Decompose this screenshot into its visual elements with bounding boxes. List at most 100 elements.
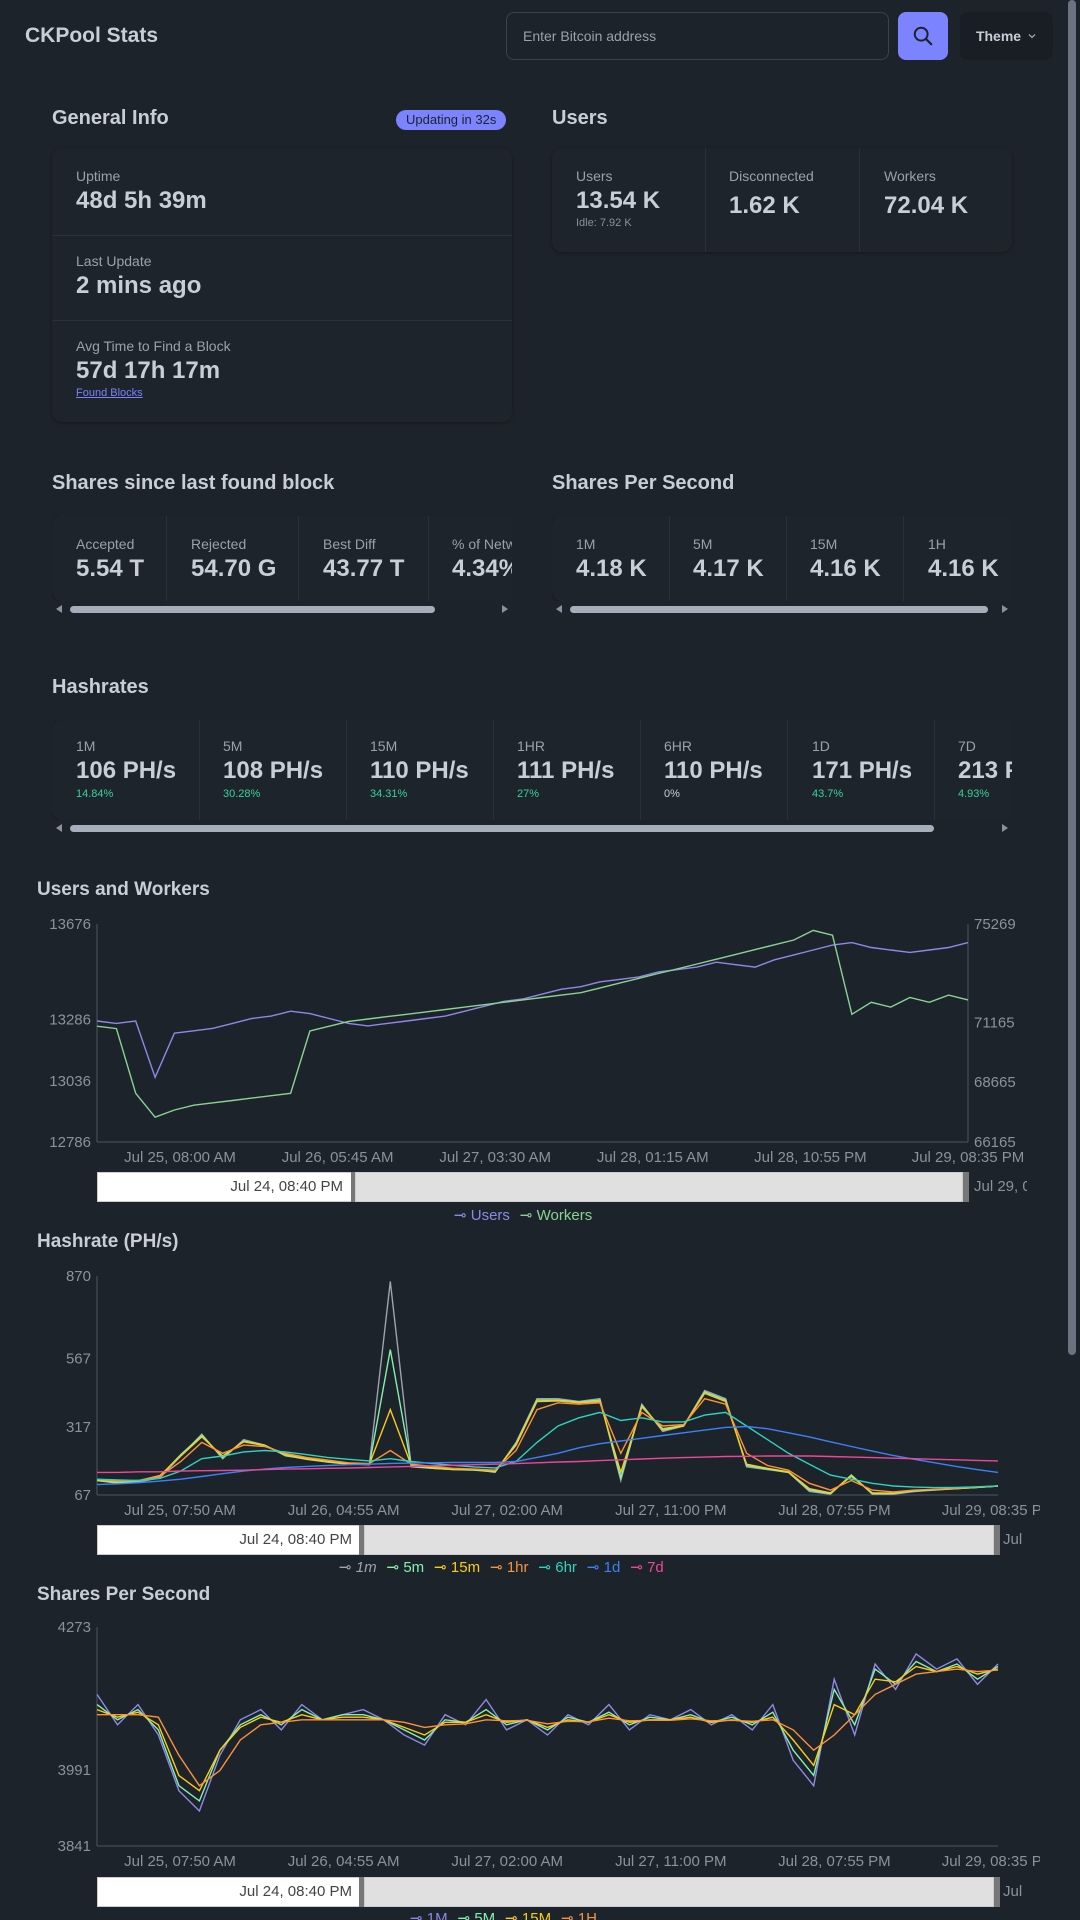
series-line-workers <box>96 929 969 1119</box>
general-info-card: Uptime 48d 5h 39m Last Update 2 mins ago… <box>52 148 512 422</box>
y-tick-label: 13286 <box>49 1012 91 1029</box>
divider <box>199 720 200 820</box>
scroll-thumb[interactable] <box>70 606 435 613</box>
legend-1hr[interactable]: ⊸ 1hr <box>490 1559 529 1576</box>
y-tick-label: 870 <box>66 1268 91 1285</box>
stat-value: 5.54 T <box>76 555 145 582</box>
stat-value: 4.16 K <box>810 555 881 582</box>
avg-time-value: 57d 17h 17m <box>76 357 221 384</box>
range-track[interactable] <box>364 1877 994 1907</box>
shares-since-title: Shares since last found block <box>52 472 335 494</box>
stat-label: 1H <box>928 536 946 552</box>
y-tick-label: 67 <box>74 1487 91 1504</box>
hashrates-scrollbar[interactable] <box>52 822 1012 834</box>
hashrate-range-slider[interactable]: Jul 24, 08:40 PM Jul 2 <box>97 1525 1027 1555</box>
sps-range-slider[interactable]: Jul 24, 08:40 PM Jul <box>97 1877 1027 1907</box>
legend-15m[interactable]: ⊸ 15m <box>434 1559 481 1576</box>
found-blocks-link[interactable]: Found Blocks <box>76 387 143 399</box>
scroll-right-icon[interactable] <box>1002 605 1008 613</box>
search-input[interactable] <box>506 12 889 60</box>
sps-scrollbar[interactable] <box>552 603 1012 615</box>
legend-workers[interactable]: ⊸ Workers <box>519 1207 593 1224</box>
divider <box>786 516 787 601</box>
range-handle-left[interactable] <box>351 1172 357 1202</box>
y-tick-label: 567 <box>66 1351 91 1368</box>
scroll-left-icon[interactable] <box>56 824 62 832</box>
theme-label: Theme <box>975 28 1022 44</box>
stat-pct: 30.28% <box>223 788 261 800</box>
y-tick-label: 3841 <box>58 1838 91 1855</box>
range-track[interactable] <box>364 1525 994 1555</box>
y-right-tick-label: 71165 <box>974 1014 1015 1031</box>
x-tick-label: Jul 26, 04:55 AM <box>288 1502 400 1519</box>
scroll-right-icon[interactable] <box>1002 824 1008 832</box>
stat-value: 43.77 T <box>323 555 405 582</box>
y-tick-label: 317 <box>66 1419 91 1436</box>
legend-7d[interactable]: ⊸ 7d <box>630 1559 664 1576</box>
legend-1m[interactable]: ⊸ 1M <box>410 1910 448 1920</box>
stat-label: Accepted <box>76 536 135 552</box>
sps-15m-stat: 15M 4.16 K <box>810 536 881 583</box>
page-scrollbar[interactable] <box>1068 0 1076 1355</box>
scroll-thumb[interactable] <box>570 606 988 613</box>
legend-1d[interactable]: ⊸ 1d <box>586 1559 621 1576</box>
legend-1m[interactable]: ⊸ 1m <box>339 1559 377 1576</box>
legend-5m[interactable]: ⊸ 5M <box>457 1910 496 1920</box>
scroll-right-icon[interactable] <box>502 605 508 613</box>
users-workers-chart-title: Users and Workers <box>37 879 210 900</box>
best-diff-stat: Best Diff 43.77 T <box>323 536 404 583</box>
avg-time-label: Avg Time to Find a Block <box>76 338 231 354</box>
y-right-tick-label: 66165 <box>974 1134 1016 1151</box>
x-tick-label: Jul 27, 02:00 AM <box>451 1853 563 1870</box>
sps-chart[interactable]: 4273 3991 3841 Jul 25, 07:50 AM Jul 26, 04:5… <box>0 1614 1040 1876</box>
series-line-15m <box>96 1392 999 1494</box>
sps-1h-stat: 1H 4.16 K <box>928 536 999 583</box>
scroll-left-icon[interactable] <box>556 605 562 613</box>
uptime-value: 48d 5h 39m <box>76 187 207 214</box>
range-track[interactable] <box>355 1172 963 1202</box>
hashrate-chart[interactable]: 870 567 317 67 Jul 25, 07:50 AM Jul 26, 04:55… <box>0 1262 1040 1524</box>
legend-5m[interactable]: ⊸ 5m <box>386 1559 425 1576</box>
range-handle-left[interactable] <box>359 1877 365 1907</box>
legend-label: Workers <box>536 1207 593 1224</box>
stat-value: 4.34% <box>452 555 512 582</box>
divider <box>934 720 935 820</box>
x-tick-label: Jul 28, 07:55 PM <box>778 1853 891 1870</box>
scroll-left-icon[interactable] <box>56 605 62 613</box>
x-tick-label: Jul 28, 01:15 AM <box>597 1149 709 1165</box>
uptime-label: Uptime <box>76 168 121 184</box>
users-workers-chart[interactable]: 13676 13286 13036 12786 75269 71165 68665 66165… <box>0 905 1040 1165</box>
range-handle-left[interactable] <box>359 1525 365 1555</box>
range-handle-right[interactable] <box>994 1525 1000 1555</box>
workers-value: 72.04 K <box>884 192 969 219</box>
range-handle-right[interactable] <box>994 1877 1000 1907</box>
divider <box>903 516 904 601</box>
legend-users[interactable]: ⊸ Users <box>454 1207 510 1224</box>
stat-label: Best Diff <box>323 536 376 552</box>
shares-since-scrollbar[interactable] <box>52 603 512 615</box>
users-value: 13.54 K <box>576 187 661 214</box>
legend-6hr[interactable]: ⊸ 6hr <box>538 1559 577 1576</box>
last-update-value: 2 mins ago <box>76 272 202 299</box>
users-workers-range-slider[interactable]: Jul 24, 08:40 PM Jul 29, 0 <box>97 1172 1027 1202</box>
legend-1h[interactable]: ⊸ 1H <box>561 1910 597 1920</box>
app-title[interactable]: CKPool Stats <box>25 24 159 47</box>
legend-15m[interactable]: ⊸ 15M <box>505 1910 552 1920</box>
search-button[interactable] <box>898 12 948 60</box>
theme-dropdown[interactable]: Theme <box>960 12 1053 60</box>
stat-label: 15M <box>810 536 838 552</box>
hashrate-1d-stat: 1D 171 PH/s 43.7% <box>812 738 912 800</box>
chevron-down-icon <box>1028 34 1036 39</box>
scroll-thumb[interactable] <box>70 825 934 832</box>
avg-time-stat: Avg Time to Find a Block 57d 17h 17m Fou… <box>76 338 231 399</box>
sps-5m-stat: 5M 4.17 K <box>693 536 764 583</box>
hashrates-title: Hashrates <box>52 676 149 698</box>
range-handle-right[interactable] <box>963 1172 969 1202</box>
hashrate-chart-title: Hashrate (PH/s) <box>37 1231 179 1252</box>
stat-label: % of Netw <box>452 536 512 552</box>
y-tick-label: 12786 <box>49 1134 91 1151</box>
series-line-5m <box>96 1660 999 1803</box>
users-workers-legend: ⊸ Users ⊸ Workers <box>454 1206 592 1224</box>
general-info-title: General Info <box>52 107 169 129</box>
x-tick-label: Jul 26, 04:55 AM <box>288 1853 400 1870</box>
